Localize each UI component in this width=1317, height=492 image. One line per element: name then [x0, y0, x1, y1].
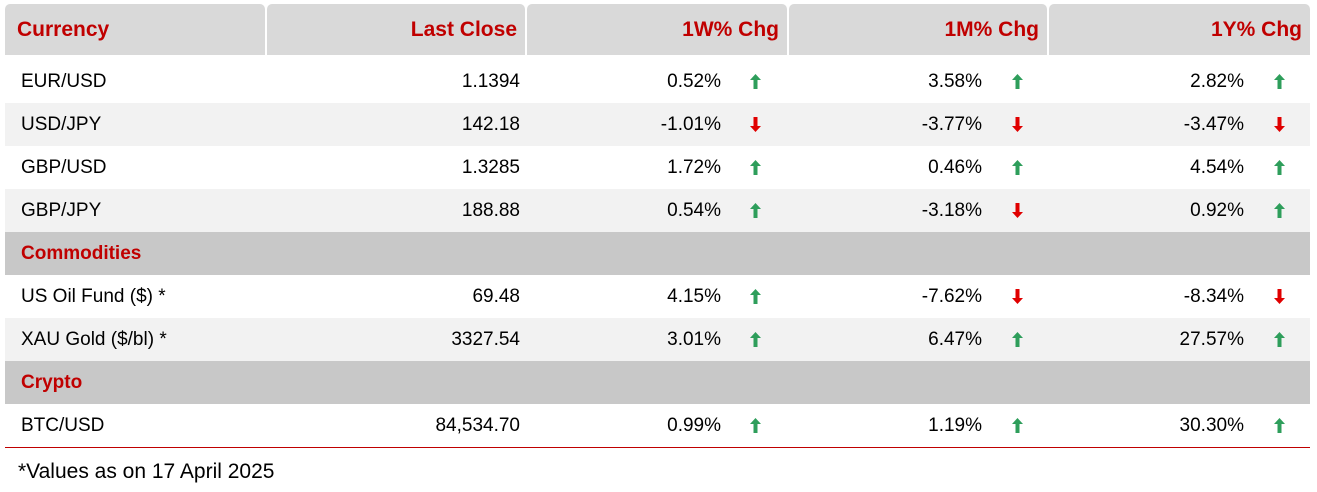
arrow-down-icon — [1009, 103, 1025, 146]
arrow-up-icon — [747, 318, 763, 361]
instrument-name: US Oil Fund ($) * — [21, 285, 166, 307]
table-row: BTC/USD 84,534.70 0.99% 1.19% 30.30% — [5, 404, 1310, 448]
change-1m-value: 1.19% — [928, 414, 982, 436]
last-close-value: 1.3285 — [461, 156, 520, 178]
arrow-up-icon — [1009, 60, 1025, 103]
header-currency: Currency — [5, 4, 265, 55]
arrow-up-icon — [1271, 146, 1287, 189]
arrow-up-icon — [747, 404, 763, 447]
last-close-value: 3327.54 — [451, 328, 520, 350]
arrow-down-icon — [1009, 189, 1025, 232]
change-1w-value: 0.52% — [667, 70, 721, 92]
change-1m-value: -3.18% — [921, 199, 982, 221]
table-header: Currency Last Close 1W% Chg 1M% Chg 1Y% … — [5, 4, 1310, 55]
arrow-up-icon — [1271, 189, 1287, 232]
section-row: Crypto — [5, 361, 1310, 404]
table-row: USD/JPY 142.18 -1.01% -3.77% -3.47% — [5, 103, 1310, 146]
arrow-up-icon — [747, 189, 763, 232]
section-title: Commodities — [21, 242, 142, 264]
change-1m-value: 0.46% — [928, 156, 982, 178]
table-row: GBP/JPY 188.88 0.54% -3.18% 0.92% — [5, 189, 1310, 232]
instrument-name: BTC/USD — [21, 414, 105, 436]
change-1y-value: 4.54% — [1190, 156, 1244, 178]
last-close-value: 188.88 — [461, 199, 520, 221]
header-1y-chg: 1Y% Chg — [1049, 4, 1310, 55]
instrument-name: GBP/USD — [21, 156, 107, 178]
section-row: Commodities — [5, 232, 1310, 275]
table-body: EUR/USD 1.1394 0.52% 3.58% 2.82% USD/JPY 142.1… — [5, 60, 1310, 448]
change-1w-value: 4.15% — [667, 285, 721, 307]
instrument-name: EUR/USD — [21, 70, 107, 92]
arrow-up-icon — [1009, 146, 1025, 189]
table-row: US Oil Fund ($) * 69.48 4.15% -7.62% -8.34% — [5, 275, 1310, 318]
change-1y-value: -8.34% — [1183, 285, 1244, 307]
arrow-up-icon — [747, 275, 763, 318]
change-1w-value: -1.01% — [660, 113, 721, 135]
change-1w-value: 1.72% — [667, 156, 721, 178]
table-row: XAU Gold ($/bl) * 3327.54 3.01% 6.47% 27.57% — [5, 318, 1310, 361]
arrow-down-icon — [1271, 103, 1287, 146]
change-1y-value: 30.30% — [1179, 414, 1244, 436]
change-1m-value: 3.58% — [928, 70, 982, 92]
change-1y-value: 2.82% — [1190, 70, 1244, 92]
last-close-value: 1.1394 — [461, 70, 520, 92]
header-last-close: Last Close — [267, 4, 525, 55]
section-title: Crypto — [21, 371, 83, 393]
arrow-down-icon — [747, 103, 763, 146]
change-1y-value: 27.57% — [1179, 328, 1244, 350]
arrow-down-icon — [1271, 275, 1287, 318]
change-1w-value: 0.54% — [667, 199, 721, 221]
change-1m-value: -7.62% — [921, 285, 982, 307]
last-close-value: 142.18 — [461, 113, 520, 135]
instrument-name: GBP/JPY — [21, 199, 102, 221]
market-summary-table: Currency Last Close 1W% Chg 1M% Chg 1Y% … — [5, 4, 1310, 448]
arrow-up-icon — [1009, 404, 1025, 447]
header-1w-chg: 1W% Chg — [527, 4, 787, 55]
arrow-up-icon — [1009, 318, 1025, 361]
instrument-name: XAU Gold ($/bl) * — [21, 328, 167, 350]
header-1m-chg: 1M% Chg — [789, 4, 1047, 55]
change-1y-value: -3.47% — [1183, 113, 1244, 135]
table-row: EUR/USD 1.1394 0.52% 3.58% 2.82% — [5, 60, 1310, 103]
last-close-value: 84,534.70 — [435, 414, 520, 436]
footnote: *Values as on 17 April 2025 — [18, 460, 275, 483]
arrow-up-icon — [747, 146, 763, 189]
last-close-value: 69.48 — [472, 285, 520, 307]
arrow-up-icon — [1271, 318, 1287, 361]
change-1m-value: -3.77% — [921, 113, 982, 135]
arrow-down-icon — [1009, 275, 1025, 318]
instrument-name: USD/JPY — [21, 113, 102, 135]
arrow-up-icon — [747, 60, 763, 103]
change-1m-value: 6.47% — [928, 328, 982, 350]
change-1y-value: 0.92% — [1190, 199, 1244, 221]
table-row: GBP/USD 1.3285 1.72% 0.46% 4.54% — [5, 146, 1310, 189]
change-1w-value: 3.01% — [667, 328, 721, 350]
arrow-up-icon — [1271, 60, 1287, 103]
arrow-up-icon — [1271, 404, 1287, 447]
change-1w-value: 0.99% — [667, 414, 721, 436]
